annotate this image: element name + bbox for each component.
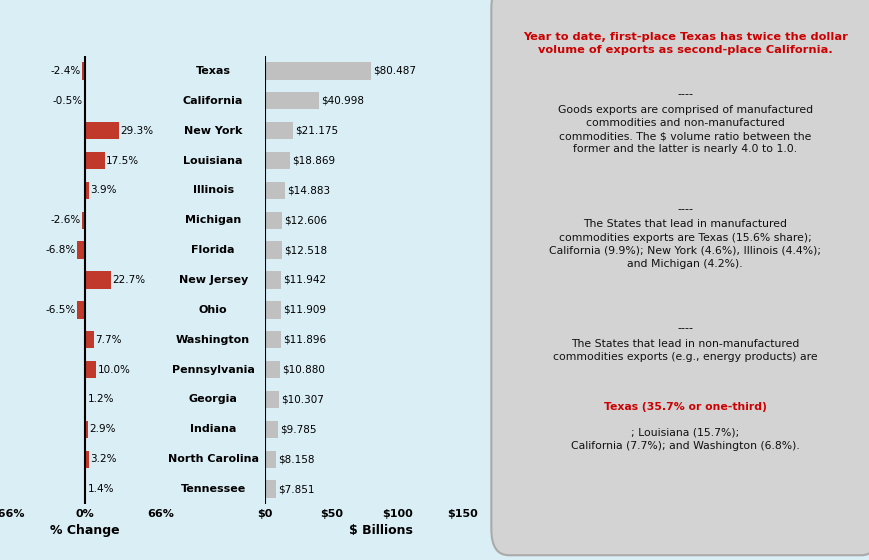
Bar bbox=[265, 451, 275, 468]
Text: 2.9%: 2.9% bbox=[90, 424, 116, 435]
Bar bbox=[85, 391, 86, 408]
Bar bbox=[265, 301, 281, 319]
Text: $8.158: $8.158 bbox=[278, 454, 315, 464]
Text: 7.7%: 7.7% bbox=[95, 335, 121, 345]
Text: ----: ---- bbox=[676, 89, 693, 99]
Text: $9.785: $9.785 bbox=[280, 424, 316, 435]
Text: Washington: Washington bbox=[176, 335, 250, 345]
Text: Florida: Florida bbox=[191, 245, 235, 255]
Text: ; Louisiana (15.7%);
California (7.7%); and Washington (6.8%).: ; Louisiana (15.7%); California (7.7%); … bbox=[570, 428, 799, 451]
Bar bbox=[265, 152, 290, 169]
Text: $11.942: $11.942 bbox=[282, 275, 326, 285]
Text: 3.2%: 3.2% bbox=[90, 454, 116, 464]
Bar bbox=[265, 361, 279, 378]
Text: Georgia: Georgia bbox=[189, 394, 237, 404]
Text: $10.307: $10.307 bbox=[281, 394, 323, 404]
X-axis label: $ Billions: $ Billions bbox=[348, 524, 412, 538]
Text: -6.5%: -6.5% bbox=[46, 305, 76, 315]
Text: The States that lead in manufactured
commodities exports are Texas (15.6% share): The States that lead in manufactured com… bbox=[548, 220, 820, 269]
Bar bbox=[77, 301, 85, 319]
Text: ----: ---- bbox=[676, 324, 693, 334]
Text: Illinois: Illinois bbox=[192, 185, 234, 195]
Text: $14.883: $14.883 bbox=[287, 185, 329, 195]
Bar bbox=[265, 331, 281, 348]
Bar bbox=[265, 122, 293, 139]
Bar bbox=[85, 421, 88, 438]
Text: North Carolina: North Carolina bbox=[168, 454, 258, 464]
Text: 1.4%: 1.4% bbox=[88, 484, 114, 494]
Text: $80.487: $80.487 bbox=[373, 66, 416, 76]
Bar bbox=[85, 451, 89, 468]
Text: 29.3%: 29.3% bbox=[120, 125, 153, 136]
Bar bbox=[85, 331, 94, 348]
FancyBboxPatch shape bbox=[491, 0, 869, 556]
Text: $12.518: $12.518 bbox=[283, 245, 327, 255]
Text: Pennsylvania: Pennsylvania bbox=[171, 365, 255, 375]
Text: ----: ---- bbox=[676, 204, 693, 214]
Text: -2.6%: -2.6% bbox=[50, 215, 81, 225]
Bar bbox=[85, 152, 105, 169]
Text: The States that lead in non-manufactured
commodities exports (e.g., energy produ: The States that lead in non-manufactured… bbox=[552, 339, 817, 362]
Bar bbox=[76, 241, 85, 259]
Text: 22.7%: 22.7% bbox=[112, 275, 145, 285]
Text: 10.0%: 10.0% bbox=[97, 365, 130, 375]
Text: Ohio: Ohio bbox=[199, 305, 227, 315]
Text: $11.896: $11.896 bbox=[282, 335, 326, 345]
Text: $10.880: $10.880 bbox=[282, 365, 324, 375]
Bar bbox=[265, 62, 371, 80]
Text: Goods exports are comprised of manufactured
commodities and non-manufactured
com: Goods exports are comprised of manufactu… bbox=[557, 105, 812, 155]
Bar bbox=[265, 480, 275, 498]
Text: California: California bbox=[182, 96, 243, 106]
Text: $7.851: $7.851 bbox=[277, 484, 314, 494]
Text: Tennessee: Tennessee bbox=[181, 484, 246, 494]
Text: -6.8%: -6.8% bbox=[45, 245, 76, 255]
Text: Texas: Texas bbox=[196, 66, 230, 76]
Bar bbox=[265, 391, 279, 408]
Bar bbox=[265, 272, 281, 288]
Bar bbox=[85, 182, 90, 199]
Text: -2.4%: -2.4% bbox=[50, 66, 81, 76]
Text: $21.175: $21.175 bbox=[295, 125, 338, 136]
Text: $12.606: $12.606 bbox=[283, 215, 327, 225]
Text: 17.5%: 17.5% bbox=[106, 156, 139, 166]
Text: Texas (35.7% or one-third): Texas (35.7% or one-third) bbox=[603, 402, 766, 412]
Text: 3.9%: 3.9% bbox=[90, 185, 116, 195]
Text: Indiana: Indiana bbox=[189, 424, 236, 435]
Text: New York: New York bbox=[183, 125, 242, 136]
Bar bbox=[265, 92, 319, 109]
Text: -0.5%: -0.5% bbox=[53, 96, 83, 106]
Bar bbox=[82, 212, 85, 229]
Text: $11.909: $11.909 bbox=[282, 305, 326, 315]
Bar bbox=[265, 182, 285, 199]
Text: Michigan: Michigan bbox=[185, 215, 241, 225]
Bar bbox=[265, 241, 282, 259]
Text: $18.869: $18.869 bbox=[292, 156, 335, 166]
Bar bbox=[82, 62, 85, 80]
Text: Year to date, first-place Texas has twice the dollar
volume of exports as second: Year to date, first-place Texas has twic… bbox=[522, 32, 846, 55]
Bar bbox=[85, 272, 111, 288]
Bar bbox=[265, 421, 278, 438]
Bar bbox=[85, 480, 86, 498]
X-axis label: % Change: % Change bbox=[50, 524, 120, 538]
Bar bbox=[265, 212, 282, 229]
Text: 1.2%: 1.2% bbox=[87, 394, 114, 404]
Text: Louisiana: Louisiana bbox=[183, 156, 242, 166]
Bar bbox=[85, 361, 96, 378]
Text: New Jersey: New Jersey bbox=[178, 275, 248, 285]
Bar bbox=[85, 122, 118, 139]
Text: $40.998: $40.998 bbox=[321, 96, 364, 106]
